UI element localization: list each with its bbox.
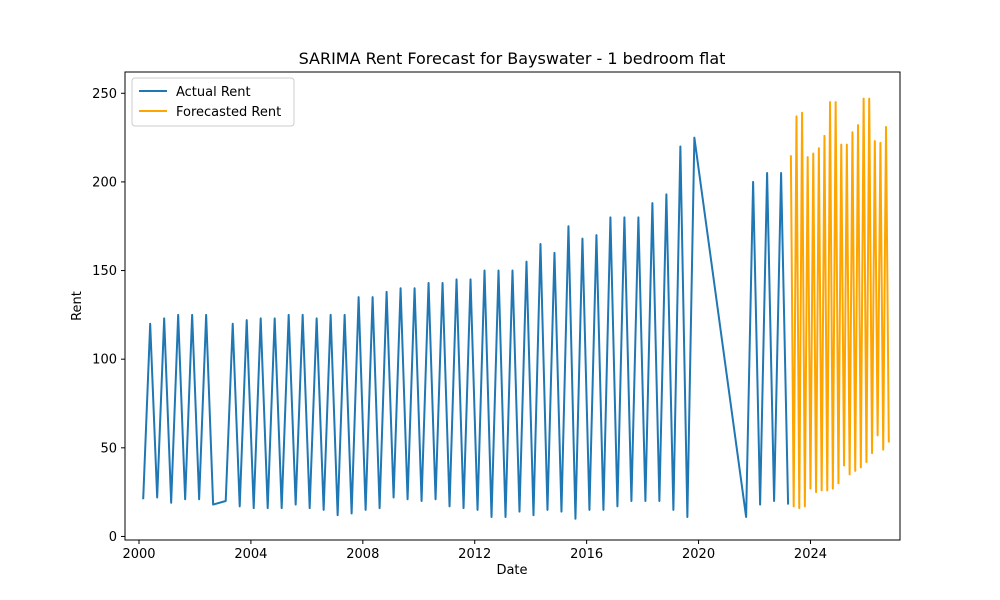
series-line-actual-rent	[142, 136, 790, 520]
chart-title: SARIMA Rent Forecast for Bayswater - 1 b…	[299, 49, 726, 68]
x-tick-label: 2008	[346, 547, 379, 562]
y-tick-label: 50	[100, 441, 117, 456]
series-line-forecasted-rent	[789, 97, 890, 510]
x-tick-label: 2024	[794, 547, 827, 562]
y-tick-label: 200	[92, 175, 117, 190]
x-axis-label: Date	[496, 563, 527, 578]
x-tick-label: 2000	[122, 547, 155, 562]
y-tick-label: 150	[92, 264, 117, 279]
y-axis: 0 50 100 150 200 250	[92, 87, 125, 545]
y-tick-label: 250	[92, 87, 117, 102]
x-tick-label: 2016	[570, 547, 603, 562]
legend-label-forecasted-rent: Forecasted Rent	[176, 105, 281, 120]
y-tick-label: 100	[92, 353, 117, 368]
x-axis: 2000 2004 2008 2012 2016 2020 2024	[122, 540, 827, 562]
legend: Actual Rent Forecasted Rent	[131, 77, 295, 127]
plot-lines	[142, 97, 890, 520]
legend-label-actual-rent: Actual Rent	[176, 85, 251, 100]
y-axis-label: Rent	[70, 291, 85, 321]
x-tick-label: 2012	[458, 547, 491, 562]
plot-frame	[124, 71, 901, 541]
legend-box	[131, 77, 295, 127]
x-tick-label: 2004	[234, 547, 267, 562]
x-tick-label: 2020	[682, 547, 715, 562]
y-tick-label: 0	[109, 530, 117, 545]
